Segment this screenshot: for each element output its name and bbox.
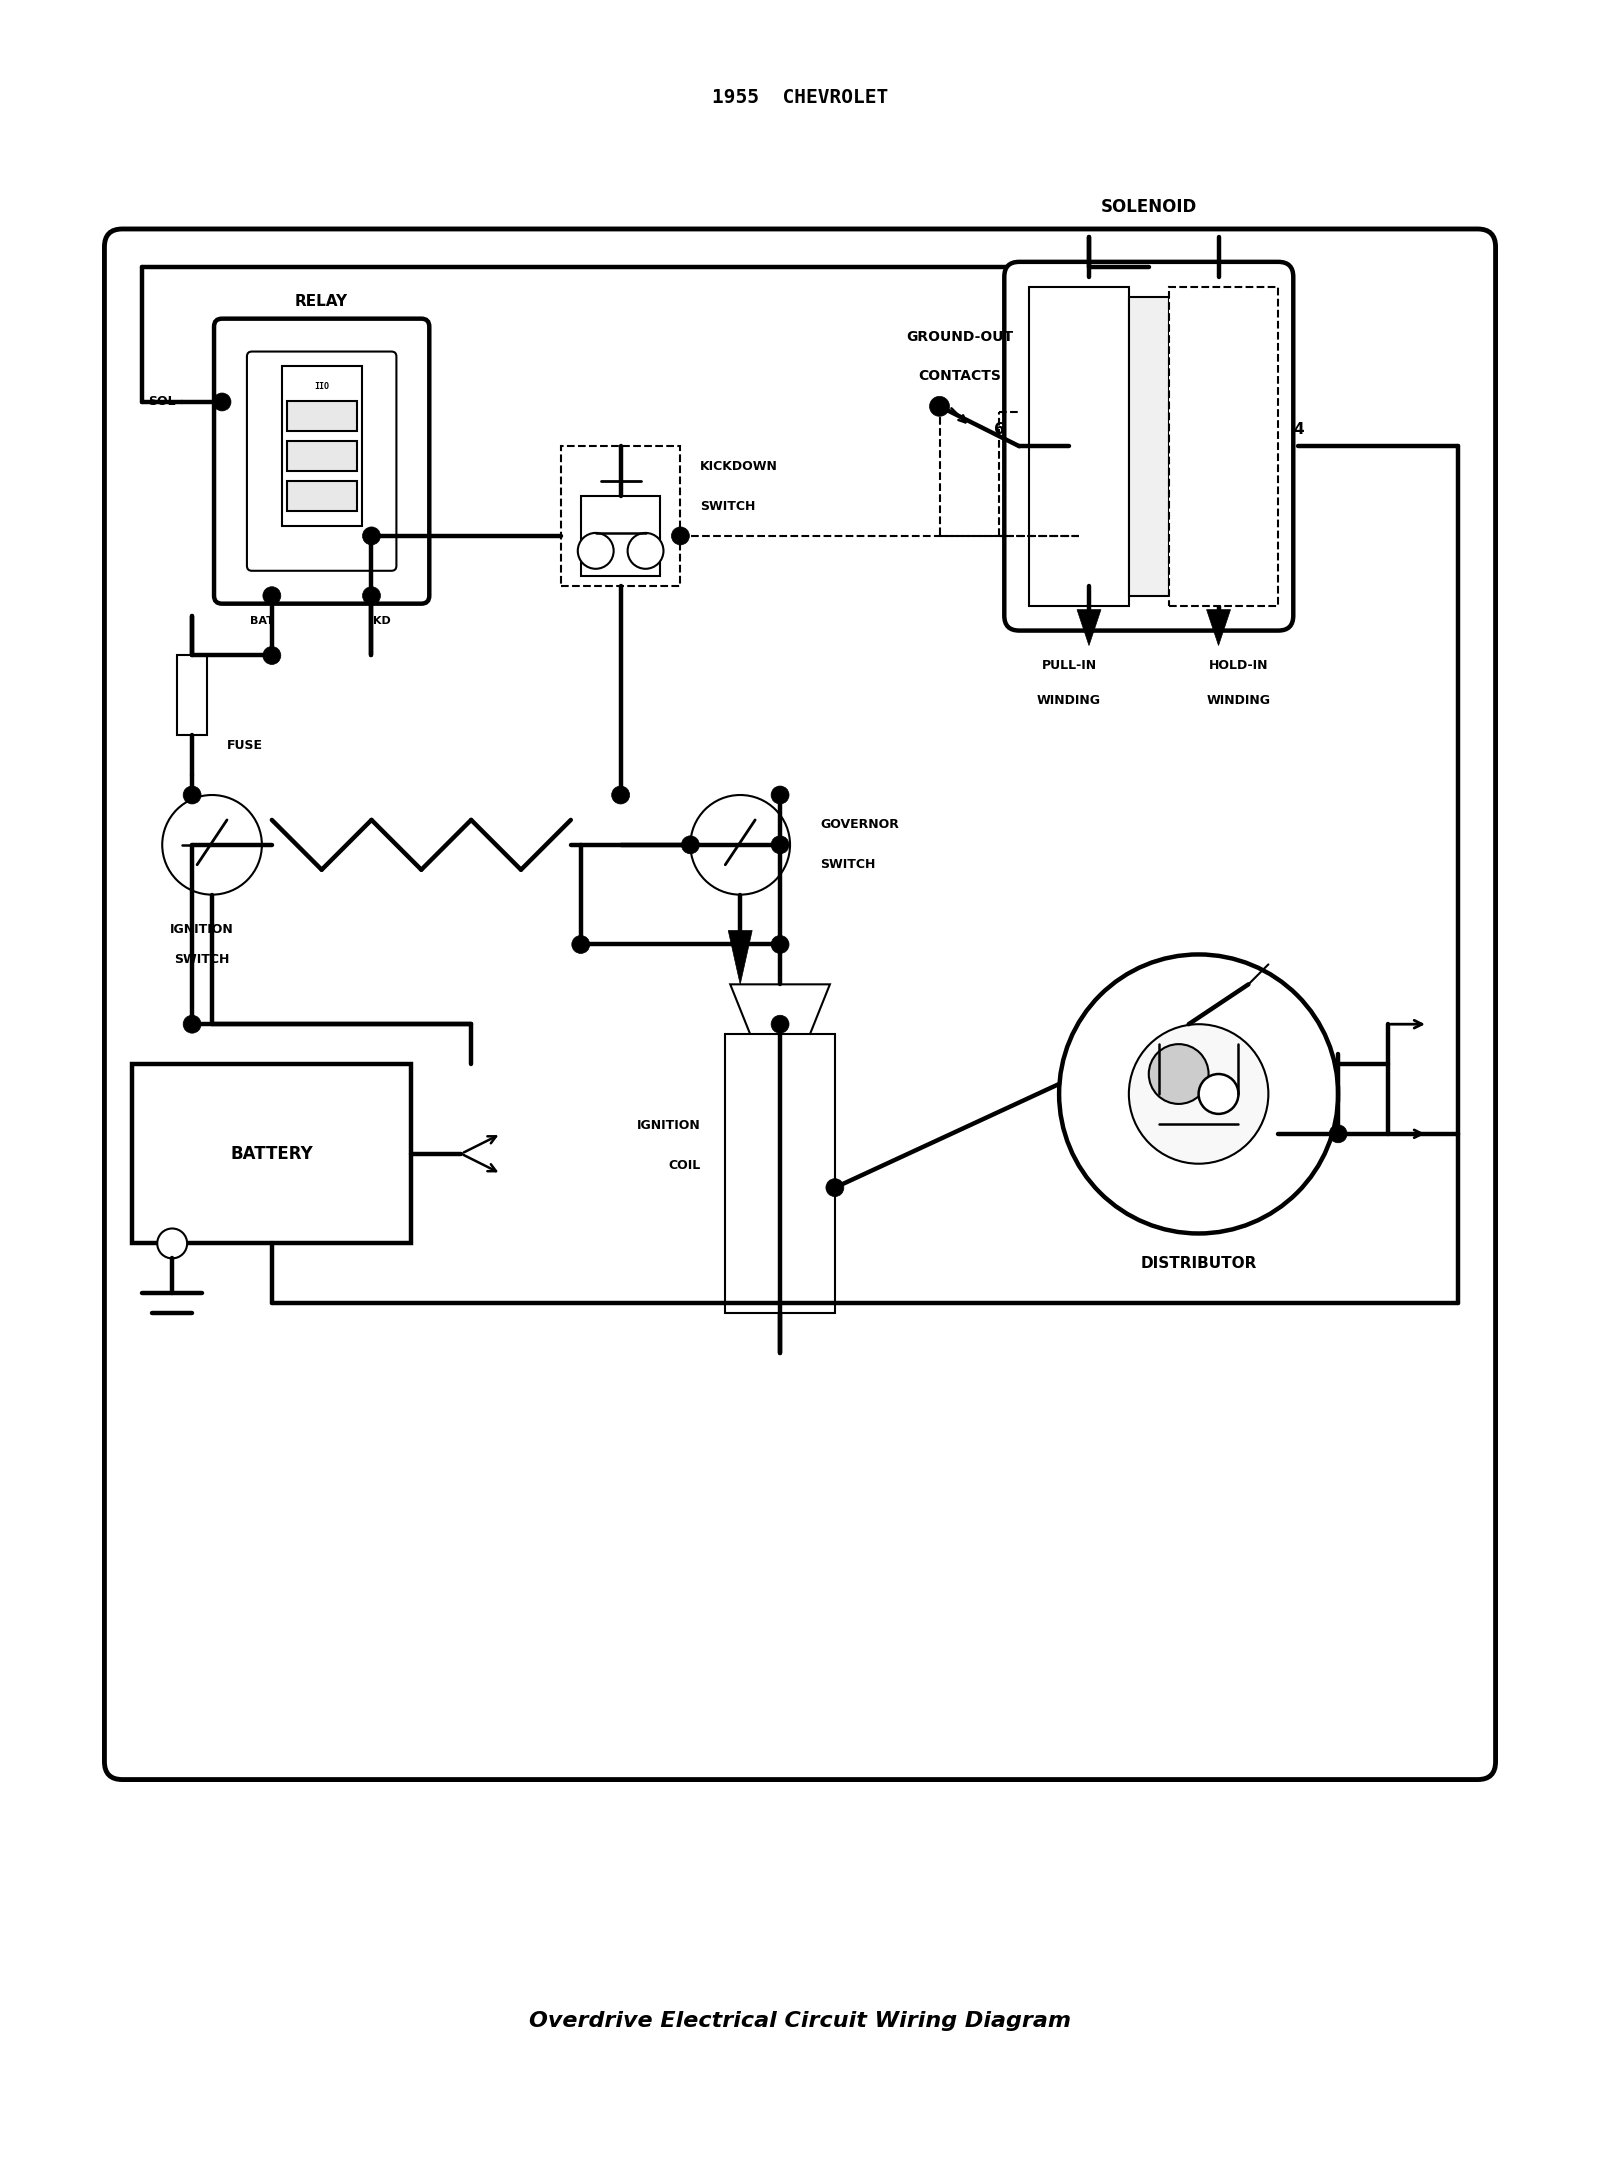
Circle shape — [1330, 1125, 1347, 1143]
Text: IIO: IIO — [314, 381, 330, 392]
Text: BAT: BAT — [250, 615, 274, 625]
Text: IGNITION: IGNITION — [170, 924, 234, 937]
Bar — [178, 656, 206, 736]
Text: Overdrive Electrical Circuit Wiring Diagram: Overdrive Electrical Circuit Wiring Diag… — [530, 2010, 1070, 2030]
FancyBboxPatch shape — [214, 318, 429, 604]
Circle shape — [672, 528, 690, 545]
Text: IGNITION: IGNITION — [637, 1119, 701, 1132]
Text: WINDING: WINDING — [1206, 695, 1270, 708]
Circle shape — [1130, 1024, 1269, 1164]
Text: DISTRIBUTOR: DISTRIBUTOR — [1141, 1255, 1256, 1270]
Circle shape — [262, 586, 282, 604]
Text: SWITCH: SWITCH — [174, 952, 230, 965]
Text: PULL-IN: PULL-IN — [1042, 660, 1096, 673]
Circle shape — [627, 532, 664, 569]
Text: KD: KD — [373, 615, 390, 625]
Text: GOVERNOR: GOVERNOR — [819, 818, 899, 831]
Circle shape — [213, 394, 230, 411]
Circle shape — [771, 935, 789, 954]
Bar — [725, 1034, 835, 1314]
Text: WINDING: WINDING — [1037, 695, 1101, 708]
Circle shape — [771, 786, 789, 805]
Circle shape — [611, 786, 629, 805]
Circle shape — [182, 1015, 202, 1032]
Bar — [286, 441, 357, 472]
Polygon shape — [1206, 610, 1230, 645]
Circle shape — [578, 532, 614, 569]
Circle shape — [682, 835, 699, 855]
Circle shape — [363, 586, 381, 604]
Polygon shape — [1077, 610, 1101, 645]
Circle shape — [162, 794, 262, 894]
Bar — [581, 496, 661, 576]
Text: FUSE: FUSE — [227, 738, 262, 751]
Text: RELAY: RELAY — [294, 294, 349, 309]
Circle shape — [363, 528, 381, 545]
Bar — [133, 1065, 411, 1244]
Text: BATTERY: BATTERY — [230, 1145, 314, 1162]
Polygon shape — [728, 931, 752, 985]
FancyBboxPatch shape — [1005, 262, 1293, 630]
Text: 6: 6 — [994, 422, 1005, 437]
Text: HOLD-IN: HOLD-IN — [1208, 660, 1269, 673]
Text: KICKDOWN: KICKDOWN — [701, 459, 778, 472]
Bar — [1130, 296, 1168, 595]
Circle shape — [157, 1229, 187, 1259]
Bar — [282, 366, 362, 526]
Text: COIL: COIL — [669, 1160, 701, 1173]
FancyBboxPatch shape — [1168, 288, 1278, 606]
Text: CONTACTS: CONTACTS — [918, 370, 1002, 383]
Circle shape — [1149, 1045, 1208, 1104]
Bar — [286, 480, 357, 511]
FancyBboxPatch shape — [104, 229, 1496, 1779]
FancyBboxPatch shape — [246, 351, 397, 571]
Circle shape — [1059, 954, 1338, 1233]
Circle shape — [690, 794, 790, 894]
Text: GROUND-OUT: GROUND-OUT — [906, 329, 1013, 344]
Circle shape — [571, 935, 590, 954]
Bar — [286, 400, 357, 431]
Polygon shape — [730, 985, 830, 1034]
Circle shape — [1198, 1073, 1238, 1114]
Text: SWITCH: SWITCH — [701, 500, 755, 513]
Text: SWITCH: SWITCH — [819, 859, 875, 872]
Text: 1955  CHEVROLET: 1955 CHEVROLET — [712, 89, 888, 106]
Circle shape — [262, 647, 282, 664]
Text: 4: 4 — [1293, 422, 1304, 437]
Circle shape — [182, 786, 202, 805]
Text: SOL: SOL — [149, 396, 176, 409]
Circle shape — [930, 396, 949, 415]
Bar — [1029, 288, 1130, 606]
Circle shape — [771, 1015, 789, 1032]
Circle shape — [826, 1179, 843, 1197]
FancyBboxPatch shape — [562, 446, 680, 586]
Text: SOLENOID: SOLENOID — [1101, 199, 1197, 216]
Circle shape — [771, 835, 789, 855]
